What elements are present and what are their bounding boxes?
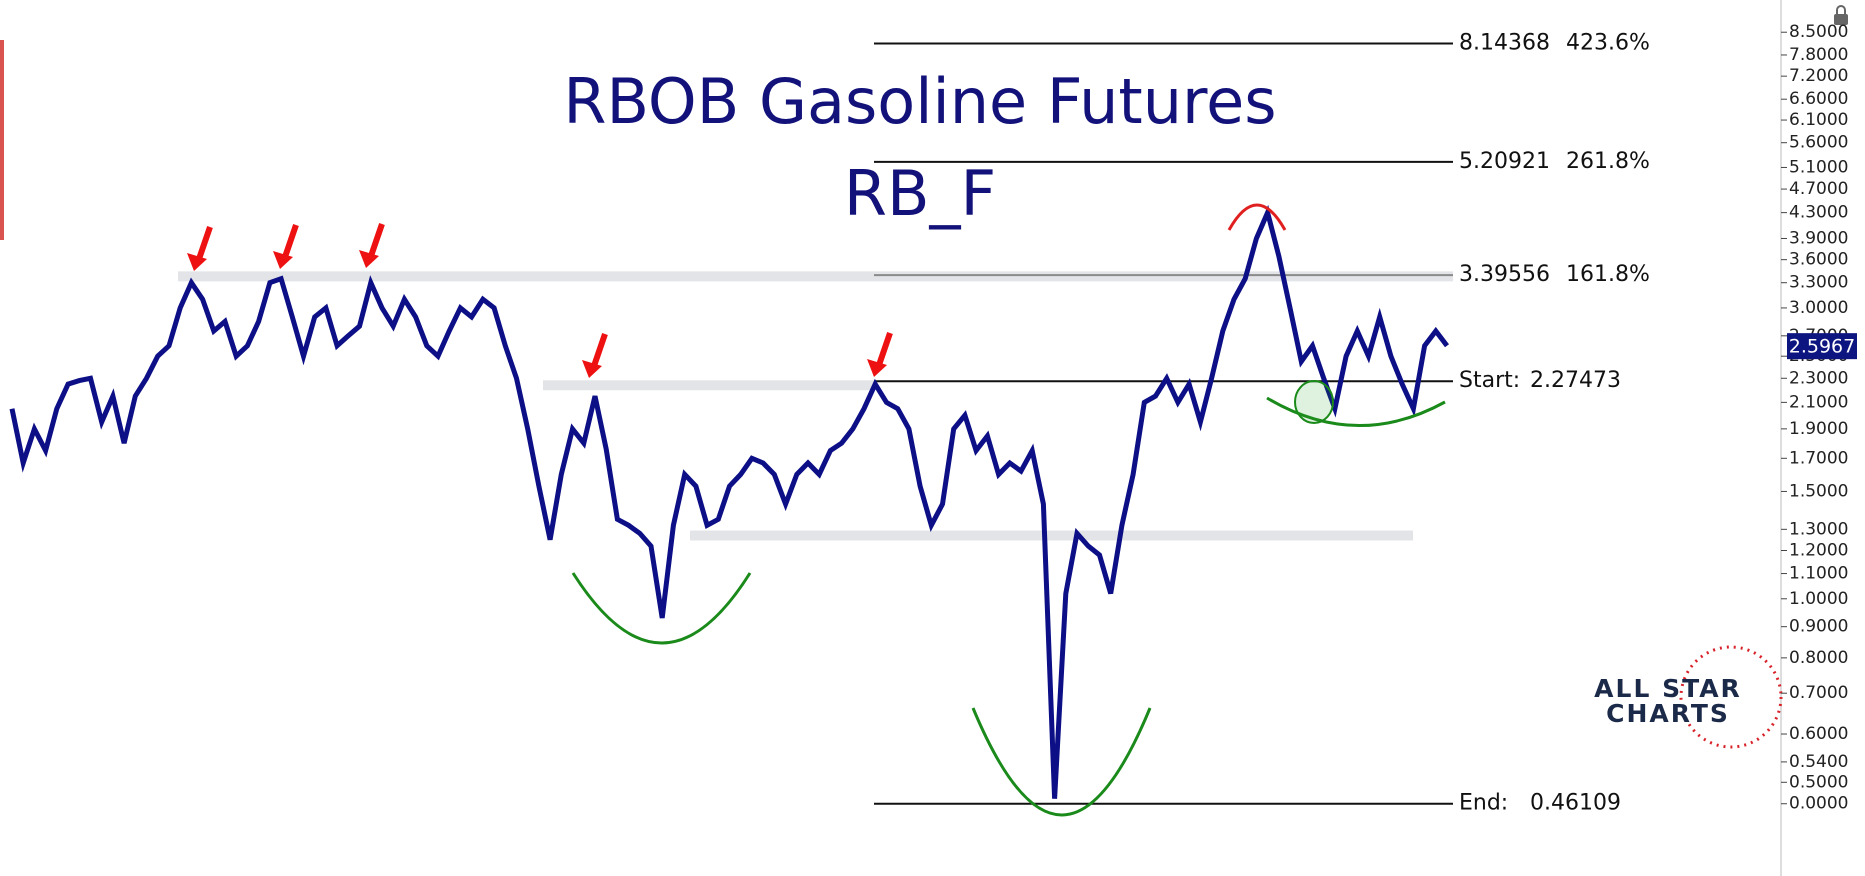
arrow [187, 226, 213, 271]
y-tick-label: 4.7000 [1789, 179, 1848, 199]
fib-value: 3.39556 [1459, 262, 1550, 287]
zone [690, 530, 1413, 541]
y-tick-label: 3.6000 [1789, 250, 1848, 270]
lock-body [1834, 14, 1848, 25]
bottom-arc [971, 707, 1152, 817]
logo-ring [1679, 645, 1783, 749]
logo: ALL STAR CHARTS [1594, 645, 1783, 749]
y-tick-label: 2.1000 [1789, 392, 1848, 412]
y-tick-label: 8.5000 [1789, 22, 1848, 42]
fib-percent: 161.8% [1566, 262, 1650, 287]
fib-value: 0.46109 [1530, 791, 1621, 816]
arrow [273, 224, 299, 269]
y-tick-label: 1.2000 [1789, 541, 1848, 561]
y-tick-label: 6.1000 [1789, 110, 1848, 130]
logo-text: ALL STAR [1594, 674, 1742, 703]
fib-name: Start: [1459, 368, 1520, 393]
price-tag-label: 2.5967 [1789, 336, 1855, 358]
arrows [187, 223, 893, 378]
chart-title: RBOB Gasoline Futures [563, 65, 1276, 138]
logo-text: CHARTS [1606, 699, 1730, 728]
price-line [9, 204, 1449, 799]
plot [9, 204, 1449, 799]
fib-value: 8.14368 [1459, 31, 1550, 56]
bottom-arc [1266, 396, 1446, 428]
fib-percent: 423.6% [1566, 31, 1650, 56]
window-edge [0, 40, 4, 240]
zone [543, 380, 874, 391]
arrow [867, 332, 893, 377]
y-tick-label: 0.9000 [1789, 617, 1848, 637]
y-axis-level-label: 0.0000 [1789, 794, 1848, 814]
lock-icon [1834, 5, 1848, 25]
chart-subtitle: RB_F [844, 157, 996, 230]
y-tick-label: 0.6000 [1789, 724, 1848, 744]
y-tick-label: 7.2000 [1789, 66, 1848, 86]
fib-value: 5.20921 [1459, 149, 1550, 174]
y-tick-label: 0.8000 [1789, 648, 1848, 668]
y-tick-label: 1.7000 [1789, 448, 1848, 468]
fib-percent: 261.8% [1566, 149, 1650, 174]
arrow [359, 223, 385, 268]
annotations [571, 203, 1446, 817]
lock-shackle [1836, 5, 1846, 14]
y-tick-label: 5.1000 [1789, 157, 1848, 177]
arrow [582, 333, 608, 378]
highlight-circle [1294, 380, 1334, 424]
y-tick-label: 4.3000 [1789, 203, 1848, 223]
top-arc [1227, 203, 1287, 231]
y-tick-label: 0.5400 [1789, 752, 1848, 772]
y-tick-label: 0.7000 [1789, 683, 1848, 703]
zone [178, 271, 1453, 282]
y-tick-label: 6.6000 [1789, 89, 1848, 109]
y-tick-label: 1.5000 [1789, 481, 1848, 501]
y-tick-label: 0.5000 [1789, 772, 1848, 792]
fib-name: End: [1459, 791, 1508, 816]
zones [178, 271, 1453, 541]
y-tick-label: 3.3000 [1789, 273, 1848, 293]
y-tick-label: 1.3000 [1789, 519, 1848, 539]
fib-levels: 8.14368 423.6% 5.20921 261.8% 3.39556 161.8% S… [874, 31, 1650, 816]
y-tick-label: 3.9000 [1789, 228, 1848, 248]
y-tick-label: 3.0000 [1789, 298, 1848, 318]
bottom-arc [571, 572, 752, 645]
y-tick-label: 1.9000 [1789, 419, 1848, 439]
y-tick-label: 1.1000 [1789, 564, 1848, 584]
fib-value: 2.27473 [1530, 368, 1621, 393]
y-tick-label: 5.6000 [1789, 133, 1848, 153]
y-tick-label: 2.3000 [1789, 368, 1848, 388]
y-tick-label: 1.0000 [1789, 589, 1848, 609]
y-tick-label: 7.8000 [1789, 45, 1848, 65]
price-tag [1787, 333, 1857, 360]
